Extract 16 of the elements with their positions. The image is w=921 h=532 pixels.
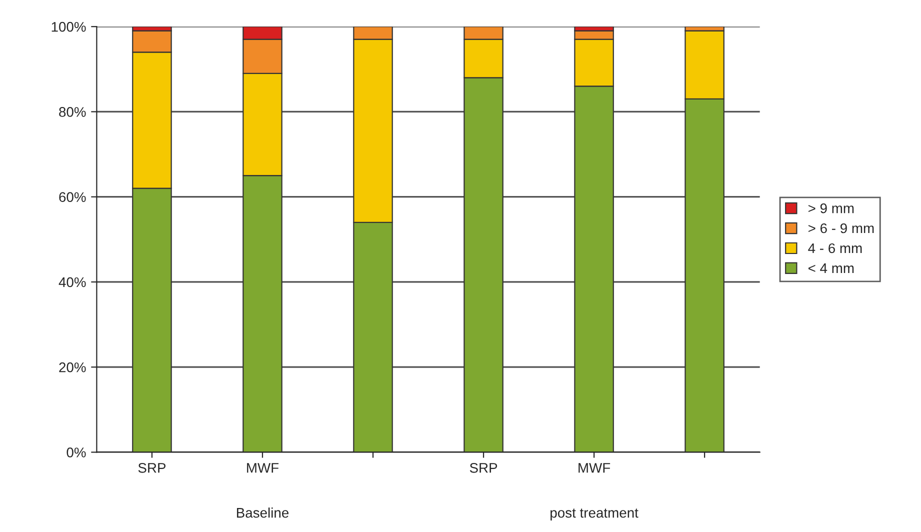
y-tick-label: 80% [59,107,86,117]
y-tick-label: 20% [59,362,86,372]
legend-label: < 4 mm [808,263,854,273]
text: post treatment [550,508,638,520]
y-tick-label: 0% [66,448,86,458]
x-tick-label: MWF [578,463,610,473]
x-tick-label: SRP [138,462,166,473]
x-tick-label: MWF [247,463,279,473]
y-tick-label: 60% [59,192,86,202]
text: Baseline [236,508,289,518]
y-tick-label: 40% [58,277,86,288]
x-tick-label: SRP [470,462,498,473]
y-tick-label: 100% [52,22,86,32]
legend-label: 4 - 6 mm [808,243,862,254]
legend-label: > 9 mm [808,203,854,214]
legend-label: > 6 - 9 mm [808,223,874,234]
